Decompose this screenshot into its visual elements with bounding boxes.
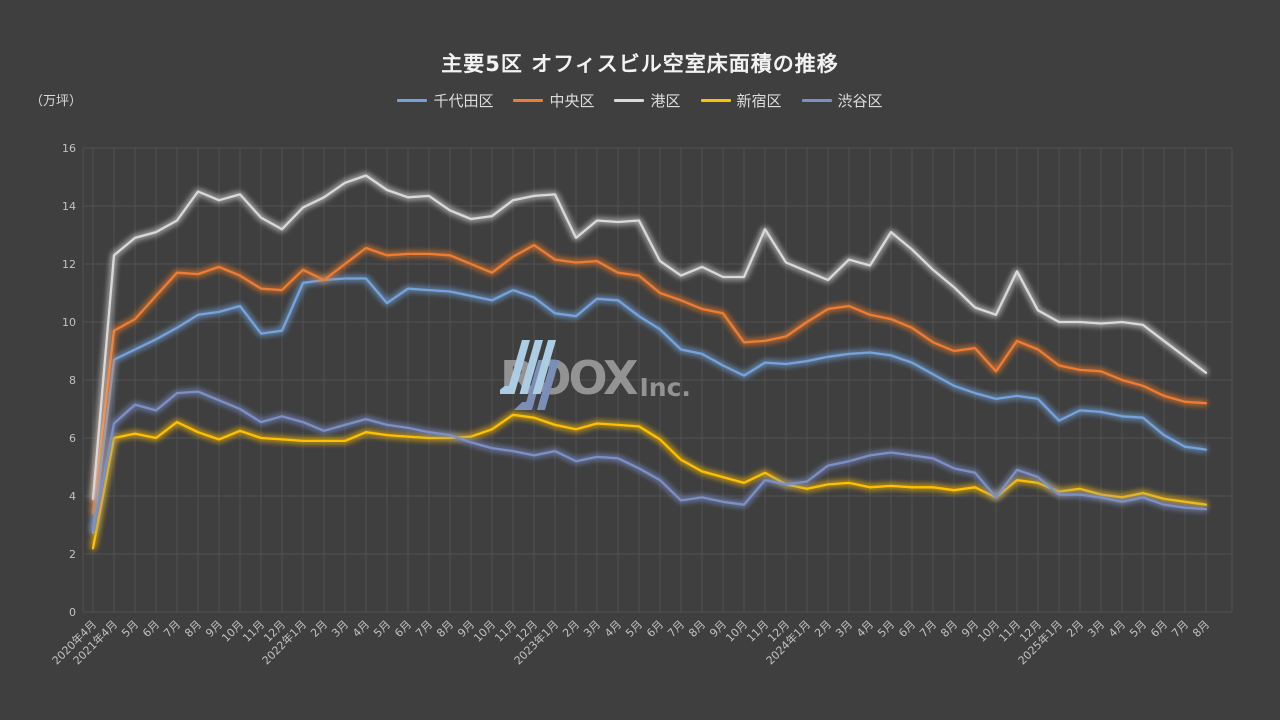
axis-tick-label: 12 — [62, 258, 76, 271]
legend-label: 千代田区 — [433, 92, 494, 110]
watermark-suffix: Inc. — [639, 372, 691, 402]
axis-tick-label: 8 — [69, 374, 76, 387]
legend-line-swatch — [801, 99, 832, 102]
legend-line-swatch — [700, 99, 731, 102]
legend-item-千代田区: 千代田区 — [397, 90, 493, 111]
axis-tick-label: 14 — [62, 200, 76, 213]
legend-item-渋谷区: 渋谷区 — [801, 90, 883, 111]
axis-tick-label: 0 — [69, 606, 76, 619]
legend-label: 新宿区 — [736, 92, 782, 110]
legend-item-新宿区: 新宿区 — [700, 90, 782, 111]
legend-label: 中央区 — [549, 92, 595, 110]
axis-tick-label: 2 — [69, 548, 76, 561]
axis-tick-label: 16 — [62, 142, 76, 155]
legend-item-中央区: 中央区 — [513, 90, 594, 111]
chart-legend: 千代田区 中央区 港区 新宿区 渋谷区 — [0, 90, 1280, 111]
axis-tick-label: 6 — [69, 432, 76, 445]
y-axis-unit-label: （万坪） — [30, 94, 83, 109]
legend-line-swatch — [614, 99, 645, 102]
chart-title: 主要5区 オフィスビル空室床面積の推移 — [441, 52, 839, 76]
series-line-中央区 — [91, 243, 1208, 515]
series-line-港区 — [91, 174, 1208, 501]
roox-chevron-logo-icon — [500, 340, 560, 410]
legend-line-swatch — [397, 99, 428, 102]
series-line-千代田区 — [91, 277, 1208, 534]
watermark: ROOX Inc. — [500, 338, 820, 418]
axis-tick-label: 10 — [62, 316, 76, 329]
series-line-新宿区 — [91, 413, 1208, 550]
legend-line-swatch — [513, 99, 544, 102]
series-line-渋谷区 — [91, 390, 1208, 532]
legend-item-港区: 港区 — [614, 90, 681, 111]
legend-label: 渋谷区 — [837, 92, 883, 110]
axis-tick-label: 4 — [69, 490, 76, 503]
legend-label: 港区 — [650, 92, 681, 110]
